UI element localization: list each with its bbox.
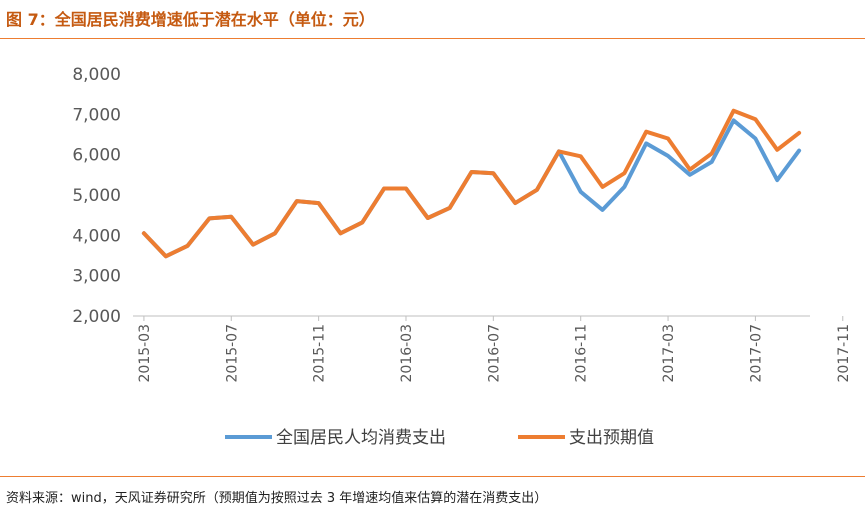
chart-title: 图 7：全国居民消费增速低于潜在水平（单位：元） [6, 10, 375, 29]
y-tick-label: 5,000 [72, 186, 121, 206]
x-tick-label: 2017-07 [748, 324, 764, 383]
x-tick-label: 2017-03 [661, 324, 677, 383]
legend: 全国居民人均消费支出 支出预期值 [225, 428, 654, 448]
line-chart: 2,000 3,000 4,000 5,000 6,000 7,000 8,000 2015… [72, 65, 852, 448]
y-tick-label: 2,000 [72, 307, 121, 327]
x-tick-label: 2017-11 [836, 324, 852, 383]
title-divider [0, 38, 865, 39]
x-tick-label: 2015-11 [312, 324, 328, 383]
y-tick-label: 3,000 [72, 267, 121, 287]
y-tick-label: 8,000 [72, 65, 121, 85]
y-tick-label: 4,000 [72, 226, 121, 246]
x-tick-label: 2015-03 [137, 324, 153, 383]
legend-label-actual: 全国居民人均消费支出 [276, 428, 446, 448]
y-axis-ticks: 2,000 3,000 4,000 5,000 6,000 7,000 8,000 [72, 65, 121, 327]
legend-label-expected: 支出预期值 [569, 428, 654, 448]
series-line-actual [141, 118, 802, 259]
source-note: 资料来源：wind，天风证券研究所（预期值为按照过去 3 年增速均值来估算的潜在… [6, 491, 548, 506]
y-tick-label: 7,000 [72, 105, 121, 125]
footer-divider [0, 476, 865, 477]
y-tick-label: 6,000 [72, 146, 121, 166]
x-axis-ticks: 2015-03 2015-07 2015-11 2016-03 2016-07 2016-… [137, 316, 852, 383]
x-tick-label: 2016-11 [574, 324, 590, 383]
x-tick-label: 2015-07 [224, 324, 240, 383]
x-tick-label: 2016-03 [399, 324, 415, 383]
series-line-expected [141, 108, 802, 259]
series-layer [141, 108, 802, 259]
x-tick-label: 2016-07 [486, 324, 502, 383]
